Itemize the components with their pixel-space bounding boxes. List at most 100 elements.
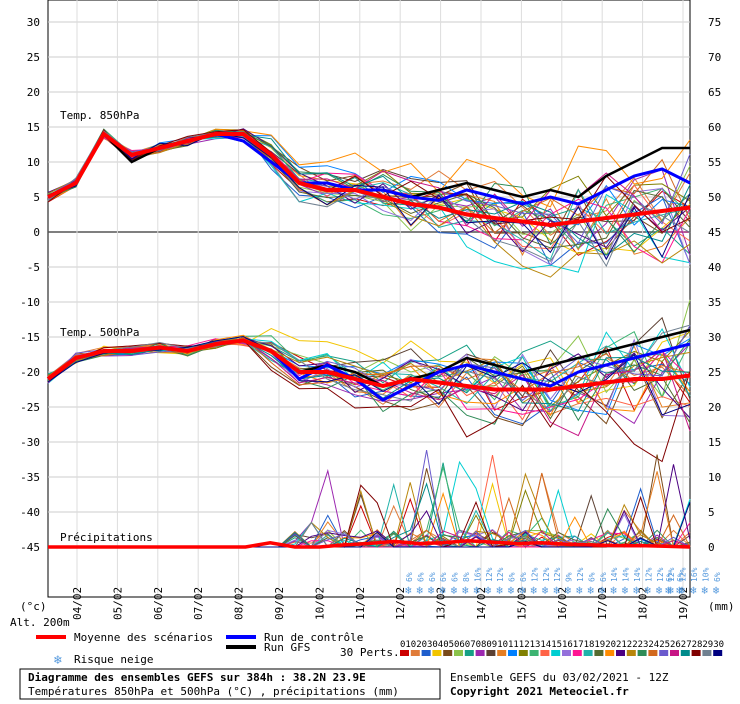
pert-color-swatch [702,650,712,656]
member-line [47,131,691,261]
snow-flake-icon: ❄ [667,584,674,597]
snow-risk-label: 12% [667,567,676,582]
right-tick-label: 20 [708,401,721,414]
panel-label-850: Temp. 850hPa [60,109,139,122]
pert-number-label: 17 [573,640,584,650]
panel-label-500: Temp. 500hPa [60,326,139,339]
member-line [47,339,691,425]
pert-number-label: 03 [422,640,433,650]
pert-number-label: 06 [454,640,465,650]
left-tick-label: -30 [20,436,40,449]
snow-flake-icon: ❄ [656,584,663,597]
member-line [47,325,691,402]
pert-number-label: 27 [681,640,692,650]
pert-color-swatch [670,650,679,656]
snow-flake-icon: ❄ [713,584,720,597]
pert-color-swatch [432,650,442,656]
legend-perts-label: 30 Perts. [340,646,400,659]
snow-flake-icon: ❄ [508,584,515,597]
right-tick-label: 15 [708,436,721,449]
snow-risk-label: 8% [462,572,471,582]
mean-line [47,131,691,228]
left-tick-label: 30 [27,16,40,29]
pert-number-label: 25 [659,640,670,650]
right-axis-unit: (mm) [708,600,735,613]
snow-flake-icon: ❄ [542,584,549,597]
x-tick-label: 11/02 [354,587,367,620]
left-tick-label: 10 [27,156,40,169]
snow-flake-icon: ❄ [553,584,560,597]
pert-number-label: 04 [432,640,443,650]
snow-flake-icon: ❄ [451,584,458,597]
left-axis-unit: (°c) [20,600,47,613]
pert-color-swatch [443,650,453,656]
left-tick-label: 25 [27,51,40,64]
snow-flake-icon: ❄ [462,584,469,597]
snow-flake-icon: ❄ [690,584,697,597]
pert-color-swatch [583,650,593,656]
snow-flake-icon: ❄ [633,584,640,597]
mean-precip-line [48,538,691,549]
snow-flake-icon: ❄ [530,584,537,597]
left-tick-label: -40 [20,506,40,519]
pert-number-label: 08 [476,640,487,650]
right-tick-label: 70 [708,51,721,64]
pert-number-label: 14 [540,640,551,650]
snow-flake-icon: ❄ [485,584,492,597]
snow-flake-icon: ❄ [473,584,480,597]
right-tick-label: 5 [708,506,715,519]
snow-flake-icon: ❄ [439,584,446,597]
snow-flake-icon: ❄ [701,584,708,597]
pert-color-swatch [486,650,496,656]
left-tick-label: -10 [20,296,40,309]
right-tick-label: 50 [708,191,721,204]
x-tick-label: 17/02 [596,587,609,620]
snow-risk-label: 16% [473,567,482,582]
pert-number-label: 23 [638,640,649,650]
x-tick-label: 14/02 [475,587,488,620]
snow-flake-icon: ❄ [679,584,686,597]
left-tick-label: -45 [20,541,40,554]
snow-risk-label: 12% [485,567,494,582]
pert-color-swatch [648,650,658,656]
snow-flake-icon: ❄ [519,584,526,597]
snow-risk-label: 12% [553,567,562,582]
pert-color-swatch [421,650,431,656]
pert-color-swatch [497,650,507,656]
footer-copyright: Copyright 2021 Meteociel.fr [450,685,629,698]
pert-color-swatch [454,650,463,656]
pert-number-label: 09 [486,640,497,650]
snow-risk-label: 6% [599,572,608,582]
x-tick-label: 16/02 [556,587,569,620]
pert-color-swatch [659,650,669,656]
pert-number-label: 20 [605,640,616,650]
pert-number-label: 18 [584,640,595,650]
pert-color-swatch [551,650,561,656]
pert-color-swatch [605,650,615,656]
x-tick-label: 19/02 [677,587,690,620]
right-tick-label: 35 [708,296,721,309]
left-tick-label: -25 [20,401,40,414]
pert-number-label: 05 [443,640,454,650]
snow-risk-label: 12% [530,567,539,582]
x-tick-label: 08/02 [233,587,246,620]
footer-run: Ensemble GEFS du 03/02/2021 - 12Z [450,671,669,684]
pert-color-swatch [529,650,539,656]
footer-title: Diagramme des ensembles GEFS sur 384h : … [28,671,366,684]
altitude-label: Alt. 200m [10,616,70,629]
legend-mean-label: Moyenne des scénarios [74,631,213,644]
left-tick-label: -5 [27,261,40,274]
right-tick-label: 60 [708,121,721,134]
left-tick-label: 20 [27,86,40,99]
snow-flake-icon: ❄ [610,584,617,597]
snow-risk-label: 6% [676,572,685,582]
pert-number-label: 30 [713,640,724,650]
snow-risk-label: 6% [519,572,528,582]
pert-color-swatch [410,650,420,656]
left-tick-label: -35 [20,471,40,484]
snow-flake-icon: ❄ [576,584,583,597]
right-tick-label: 65 [708,86,721,99]
left-tick-label: -15 [20,331,40,344]
